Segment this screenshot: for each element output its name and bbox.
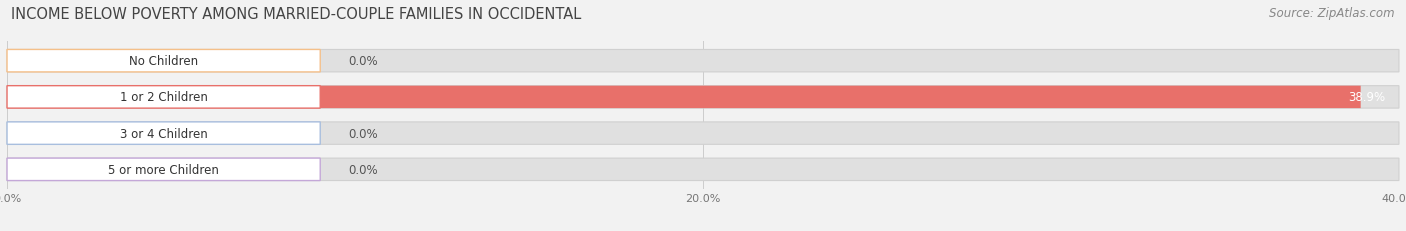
Text: 5 or more Children: 5 or more Children: [108, 163, 219, 176]
FancyBboxPatch shape: [7, 122, 1399, 145]
FancyBboxPatch shape: [7, 86, 1361, 109]
Text: INCOME BELOW POVERTY AMONG MARRIED-COUPLE FAMILIES IN OCCIDENTAL: INCOME BELOW POVERTY AMONG MARRIED-COUPL…: [11, 7, 582, 22]
Text: 0.0%: 0.0%: [349, 55, 378, 68]
FancyBboxPatch shape: [7, 122, 321, 145]
Text: 1 or 2 Children: 1 or 2 Children: [120, 91, 208, 104]
Text: 38.9%: 38.9%: [1348, 91, 1385, 104]
Text: 3 or 4 Children: 3 or 4 Children: [120, 127, 208, 140]
Text: Source: ZipAtlas.com: Source: ZipAtlas.com: [1270, 7, 1395, 20]
FancyBboxPatch shape: [7, 158, 1399, 181]
FancyBboxPatch shape: [7, 86, 1399, 109]
FancyBboxPatch shape: [7, 50, 321, 73]
Text: 0.0%: 0.0%: [349, 163, 378, 176]
FancyBboxPatch shape: [7, 158, 321, 181]
FancyBboxPatch shape: [7, 86, 321, 109]
FancyBboxPatch shape: [7, 50, 1399, 73]
Text: 0.0%: 0.0%: [349, 127, 378, 140]
Text: No Children: No Children: [129, 55, 198, 68]
